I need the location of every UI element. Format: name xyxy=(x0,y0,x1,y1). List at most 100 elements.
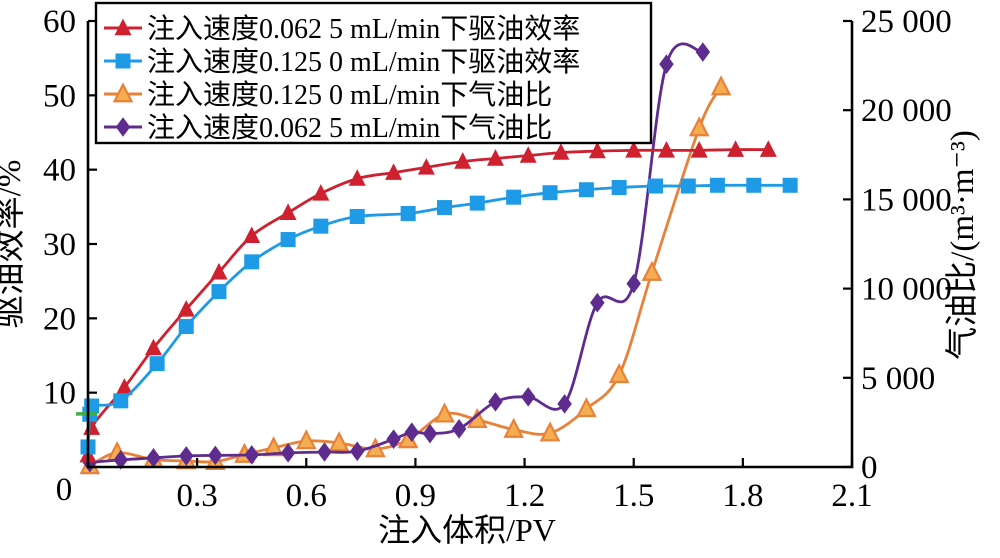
series-marker-eff-0.0625 xyxy=(115,378,133,395)
series-marker-eff-0.1250 xyxy=(244,254,260,270)
series-gor-0.0625 xyxy=(82,42,711,473)
series-marker-gor-0.0625 xyxy=(244,445,259,465)
series-marker-eff-0.0625 xyxy=(279,203,297,221)
series-marker-eff-0.0625 xyxy=(625,140,643,158)
series-marker-gor-0.1250 xyxy=(608,363,630,384)
x-axis-title: 注入体积/PV xyxy=(378,512,556,548)
series-marker-eff-0.1250 xyxy=(648,178,664,194)
series-marker-gor-0.0625 xyxy=(349,441,365,462)
x-tick-label: 0.3 xyxy=(177,478,218,514)
series-marker-eff-0.1250 xyxy=(782,177,798,193)
y-right-tick-label: 25 000 xyxy=(861,4,952,40)
series-marker-gor-0.0625 xyxy=(208,445,223,466)
legend-box xyxy=(94,1,653,145)
x-tick-label: 0 xyxy=(56,472,73,508)
series-marker-eff-0.1250 xyxy=(400,206,416,222)
x-tick-label: 1.2 xyxy=(504,478,545,514)
legend-label: 注入速度0.062 5 mL/min下气油比 xyxy=(147,112,552,144)
y-left-tick-label: 50 xyxy=(43,78,76,114)
series-marker-eff-0.0625 xyxy=(385,163,403,180)
series-marker-gor-0.1250 xyxy=(539,421,561,442)
series-eff-0.0625 xyxy=(79,140,777,463)
series-marker-eff-0.1250 xyxy=(211,284,227,300)
series-marker-eff-0.0625 xyxy=(177,300,195,317)
series-marker-eff-0.0625 xyxy=(210,262,228,280)
series-marker-gor-0.0625 xyxy=(146,448,161,468)
series-marker-eff-0.1250 xyxy=(709,177,725,193)
series-marker-gor-0.1250 xyxy=(263,436,284,457)
series-marker-eff-0.0625 xyxy=(454,152,472,169)
series-marker-eff-0.1250 xyxy=(680,178,696,194)
series-marker-gor-0.1250 xyxy=(576,397,597,418)
series-marker-eff-0.1250 xyxy=(578,182,594,198)
y-left-tick-label: 60 xyxy=(43,4,76,40)
series-marker-eff-0.1250 xyxy=(149,356,165,372)
series-marker-eff-0.1250 xyxy=(542,185,558,201)
series-marker-gor-0.1250 xyxy=(328,431,350,452)
y-left-tick-label: 20 xyxy=(43,301,76,337)
series-marker-gor-0.1250 xyxy=(710,75,732,96)
legend-item-gor-0.1250: 注入速度0.125 0 mL/min下气油比 xyxy=(104,79,552,111)
series-marker-gor-0.1250 xyxy=(641,260,663,281)
series-marker-gor-0.0625 xyxy=(451,419,467,439)
series-marker-eff-0.0625 xyxy=(552,143,570,160)
series-marker-eff-0.0625 xyxy=(690,140,708,158)
x-tick-label: 1.8 xyxy=(722,478,763,514)
series-marker-eff-0.0625 xyxy=(417,158,435,175)
series-marker-eff-0.1250 xyxy=(506,189,522,205)
series-marker-gor-0.0625 xyxy=(695,42,711,62)
legend-marker-triangle xyxy=(114,18,132,36)
series-marker-eff-0.1250 xyxy=(84,398,100,414)
series-marker-eff-0.0625 xyxy=(312,184,330,201)
legend-label: 注入速度0.125 0 mL/min下驱油效率 xyxy=(147,46,580,78)
series-layer xyxy=(76,42,798,475)
series-marker-eff-0.0625 xyxy=(657,140,675,158)
x-tick-label: 0.9 xyxy=(395,478,436,514)
y-axis-title-left: 驱油效率/% xyxy=(0,160,28,329)
x-tick-label: 0.6 xyxy=(286,478,327,514)
series-marker-eff-0.0625 xyxy=(144,338,162,356)
series-marker-eff-0.1250 xyxy=(437,200,453,216)
legend-marker-triangle xyxy=(112,82,134,103)
series-marker-gor-0.0625 xyxy=(113,450,128,470)
series-marker-eff-0.1250 xyxy=(313,218,329,234)
series-marker-gor-0.1250 xyxy=(295,429,317,450)
series-marker-gor-0.0625 xyxy=(404,422,420,442)
y-left-tick-label: 30 xyxy=(43,227,76,263)
series-marker-gor-0.0625 xyxy=(626,273,641,294)
series-marker-gor-0.0625 xyxy=(386,429,401,449)
series-marker-eff-0.0625 xyxy=(588,141,606,159)
legend-marker-diamond xyxy=(115,117,131,137)
series-marker-gor-0.0625 xyxy=(520,387,536,407)
series-marker-gor-0.0625 xyxy=(317,442,332,462)
series-marker-eff-0.1250 xyxy=(469,195,485,211)
x-tick-label: 2.1 xyxy=(831,478,872,514)
series-marker-gor-0.0625 xyxy=(280,443,296,463)
series-marker-gor-0.0625 xyxy=(590,292,605,313)
series-marker-eff-0.1250 xyxy=(611,180,627,196)
series-marker-gor-0.1250 xyxy=(503,417,524,438)
series-marker-eff-0.1250 xyxy=(178,319,194,335)
series-marker-eff-0.1250 xyxy=(746,177,762,193)
y-left-tick-label: 10 xyxy=(43,376,76,412)
legend-label: 注入速度0.125 0 mL/min下气油比 xyxy=(147,79,552,111)
axis-layer: 0 0.3 0.6 0.9 1.2 1.5 1.8 2.1 10 20 30 40 50 60 0 5 000… xyxy=(43,4,952,514)
x-tick-label: 1.5 xyxy=(613,478,654,514)
series-marker-gor-0.1250 xyxy=(688,116,710,137)
series-marker-gor-0.0625 xyxy=(422,423,438,444)
series-marker-eff-0.0625 xyxy=(486,149,504,166)
series-marker-gor-0.1250 xyxy=(434,402,455,423)
y-right-tick-label: 10 000 xyxy=(861,272,952,308)
series-marker-gor-0.0625 xyxy=(179,446,194,466)
series-marker-gor-0.0625 xyxy=(557,394,572,414)
y-axis-title-right: 气油比/(m³·m⁻³) xyxy=(944,130,981,360)
legend-marker-square xyxy=(115,53,131,69)
series-marker-gor-0.0625 xyxy=(659,54,674,74)
series-line-eff-0.0625 xyxy=(86,148,769,456)
series-marker-eff-0.1250 xyxy=(349,208,365,224)
legend-item-gor-0.0625: 注入速度0.062 5 mL/min下气油比 xyxy=(104,112,552,144)
y-right-tick-label: 0 xyxy=(861,450,878,486)
